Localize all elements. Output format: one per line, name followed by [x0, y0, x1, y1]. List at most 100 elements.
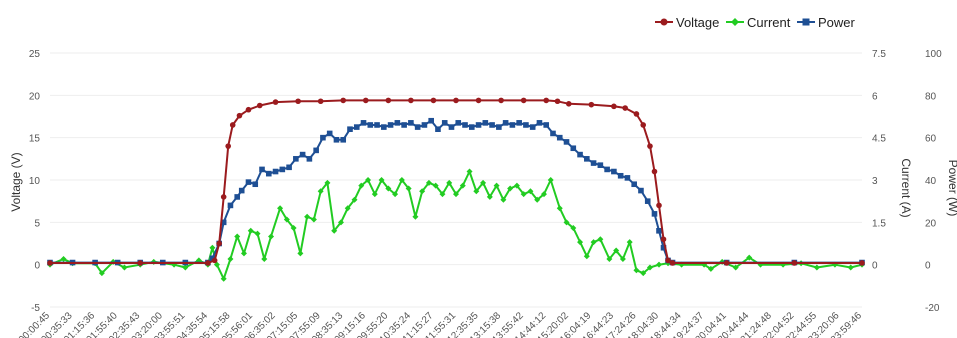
- power-point: [536, 120, 543, 126]
- power-point: [252, 181, 259, 188]
- current-point: [500, 196, 507, 203]
- power-point: [660, 244, 667, 251]
- voltage-point: [665, 257, 671, 264]
- power-point: [563, 139, 570, 145]
- current-point: [283, 216, 290, 223]
- current-point: [351, 196, 358, 203]
- power-axis-title: Power (W): [946, 160, 957, 217]
- power-tick-label: 100: [925, 49, 942, 60]
- current-marker-icon: [731, 18, 739, 26]
- current-point: [268, 233, 275, 240]
- power-tick-label: 60: [925, 134, 937, 145]
- power-point: [611, 168, 617, 175]
- power-line: [50, 119, 862, 264]
- current-point: [213, 261, 220, 268]
- power-point: [428, 117, 434, 124]
- voltage-point: [647, 143, 653, 149]
- current-point: [405, 185, 412, 192]
- legend-item-power[interactable]: Power: [797, 15, 856, 30]
- power-marker-icon: [802, 18, 810, 26]
- power-point: [556, 134, 563, 141]
- x-axis-ticks: 00:00:4500:35:3301:15:3601:55:4002:35:43…: [17, 310, 865, 338]
- current-point: [646, 264, 653, 271]
- power-point: [550, 130, 556, 137]
- voltage-point: [475, 97, 482, 104]
- left-tick-label: -5: [31, 303, 40, 314]
- voltage-point: [229, 122, 236, 128]
- current-point: [493, 182, 500, 189]
- power-point: [590, 160, 597, 166]
- power-point: [353, 124, 360, 130]
- current-point: [534, 196, 541, 203]
- current-point: [459, 182, 466, 189]
- voltage-point: [543, 97, 550, 104]
- voltage-point: [211, 257, 218, 264]
- voltage-point: [669, 260, 676, 266]
- power-point: [523, 122, 529, 128]
- legend-item-current[interactable]: Current: [726, 15, 791, 30]
- left-tick-label: 10: [29, 176, 41, 187]
- current-point: [60, 256, 67, 263]
- power-point: [367, 122, 374, 128]
- power-point: [656, 228, 662, 234]
- legend-item-voltage[interactable]: Voltage: [655, 15, 719, 30]
- current-point: [182, 264, 189, 271]
- power-point: [265, 170, 272, 177]
- power-point: [360, 120, 367, 126]
- power-point: [631, 181, 637, 188]
- left-tick-label: 0: [34, 261, 40, 272]
- current-point: [331, 227, 338, 234]
- power-point: [299, 151, 306, 158]
- current-point: [570, 224, 577, 231]
- current-point: [240, 250, 247, 257]
- power-point: [421, 122, 428, 128]
- power-point: [435, 126, 441, 132]
- voltage-point: [520, 97, 527, 104]
- power-point: [245, 179, 252, 185]
- current-point: [507, 185, 514, 192]
- voltage-point: [498, 97, 504, 104]
- power-point: [279, 166, 286, 173]
- power-tick-label: -20: [925, 303, 940, 314]
- current-point: [317, 188, 324, 195]
- voltage-point: [205, 260, 211, 266]
- power-point: [394, 120, 401, 126]
- voltage-point: [340, 97, 347, 104]
- power-point: [209, 255, 216, 262]
- voltage-point: [47, 260, 53, 266]
- current-point: [583, 253, 590, 260]
- power-point: [502, 120, 509, 126]
- series-layer: [47, 97, 865, 282]
- current-point: [513, 182, 520, 189]
- power-point: [293, 156, 299, 162]
- current-point: [365, 177, 372, 183]
- left-tick-label: 15: [29, 134, 41, 145]
- power-point: [624, 175, 631, 181]
- current-point: [520, 191, 527, 198]
- current-point: [466, 168, 473, 175]
- voltage-point: [220, 194, 227, 200]
- power-point: [644, 198, 651, 204]
- power-point: [286, 164, 292, 171]
- current-point: [453, 191, 459, 198]
- left-axis-ticks: -5 0 5 10 15 20 25: [29, 49, 41, 314]
- current-point: [432, 182, 439, 189]
- current-point: [556, 205, 563, 212]
- power-point: [529, 124, 536, 130]
- power-point: [234, 194, 241, 200]
- power-point: [306, 156, 313, 162]
- power-point: [496, 124, 502, 130]
- left-axis-title: Voltage (V): [9, 152, 23, 211]
- current-point: [613, 247, 620, 254]
- current-point: [480, 179, 487, 186]
- voltage-line: [50, 99, 862, 264]
- current-point: [121, 264, 128, 271]
- current-point: [358, 182, 365, 189]
- power-point: [320, 134, 326, 141]
- current-point: [277, 205, 284, 212]
- power-tick-label: 20: [925, 218, 937, 229]
- power-point: [227, 202, 234, 209]
- power-point: [408, 120, 414, 126]
- current-tick-label: 1.5: [872, 218, 886, 229]
- current-point: [563, 219, 570, 226]
